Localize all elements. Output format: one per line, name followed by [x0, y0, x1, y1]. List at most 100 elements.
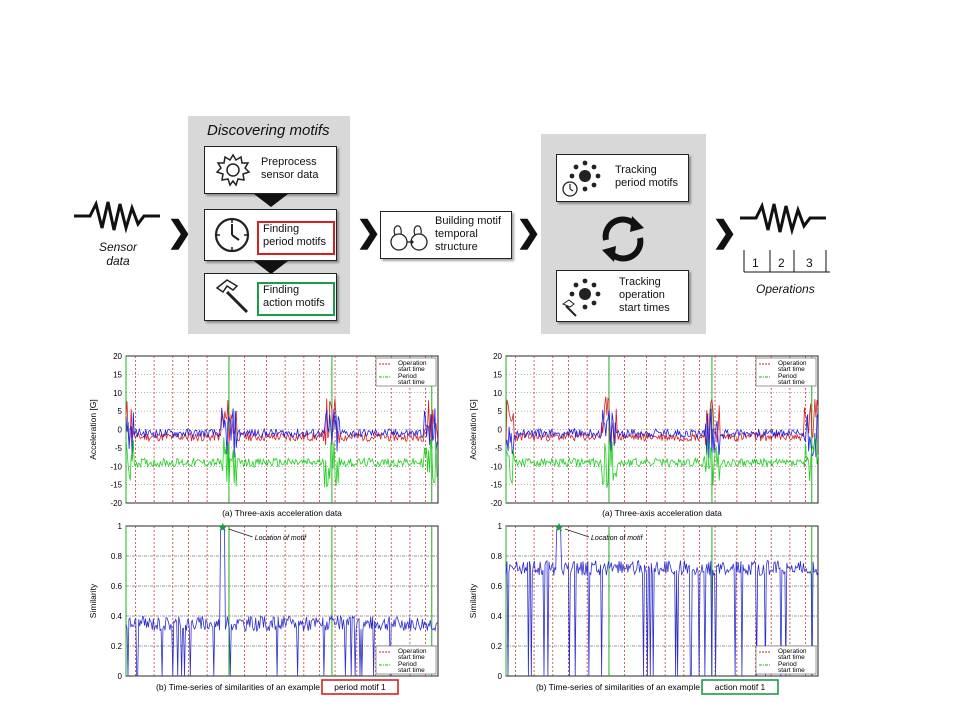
y-tick-label: 0.4 — [111, 612, 123, 621]
legend-label: Period — [778, 373, 797, 380]
motif-star-icon — [218, 523, 228, 532]
similarity-chart-period: 1 0.8 0.6 0.4 0.2 0 Location of motif Operation… — [88, 522, 439, 695]
caption-highlight-label: period motif 1 — [334, 682, 386, 692]
tracking-operation-box: Tracking operation start times — [556, 270, 689, 322]
chart-caption: (a) Three-axis acceleration data — [222, 508, 342, 518]
y-axis-label: Similarity — [88, 583, 98, 618]
legend-label: Operation — [778, 360, 807, 367]
y-tick-label: 0.2 — [111, 642, 123, 651]
period-box: Finding period motifs — [204, 209, 337, 261]
preprocess-line-1: Preprocess — [261, 156, 317, 168]
down-arrow-icon — [254, 194, 288, 207]
legend-label: start time — [778, 379, 805, 386]
caption-highlight-box — [701, 679, 779, 695]
legend-label: start time — [778, 366, 805, 373]
chevron-right-icon: ❯ — [356, 216, 382, 249]
y-tick-label: -10 — [110, 462, 122, 471]
period-highlight-box — [257, 221, 335, 255]
building-line-1: Building motif — [435, 215, 502, 227]
sensor-label-1: Sensor — [98, 240, 138, 254]
y-tick-label: 10 — [493, 389, 502, 398]
acceleration-series-1 — [505, 396, 819, 448]
sensor-signal-icon — [74, 199, 160, 234]
y-tick-label: -15 — [110, 481, 122, 490]
building-line-3: structure — [435, 241, 478, 253]
gear-icon — [215, 153, 251, 187]
y-tick-label: -10 — [490, 462, 502, 471]
period-line-1: Finding — [263, 223, 300, 235]
y-tick-label: 1 — [498, 522, 503, 531]
legend-label: start time — [398, 379, 425, 386]
y-tick-label: 0.8 — [491, 552, 503, 561]
legend-label: Period — [398, 373, 417, 380]
y-tick-label: 0.2 — [491, 642, 503, 651]
legend-label: Operation — [398, 360, 427, 367]
legend-label: Period — [778, 661, 797, 668]
operations-timeline — [743, 250, 830, 273]
motif-star-icon — [554, 523, 564, 532]
annotation-label: Location of motif — [255, 535, 307, 542]
acceleration-series-1 — [125, 398, 439, 446]
clock-icon — [214, 217, 250, 253]
y-tick-label: 0.4 — [491, 612, 503, 621]
y-axis-label: Acceleration [G] — [468, 399, 478, 459]
building-box: Building motif temporal structure — [380, 211, 512, 259]
sensor-label-2: data — [106, 254, 130, 268]
y-tick-label: 5 — [118, 407, 123, 416]
chevron-right-icon: ❯ — [167, 216, 193, 249]
operations-label: Operations — [756, 282, 815, 296]
chart-caption: (a) Three-axis acceleration data — [602, 508, 722, 518]
y-tick-label: 20 — [493, 352, 502, 361]
tracking-period-line-2: period motifs — [615, 177, 678, 189]
tracking-period-box: Tracking period motifs — [556, 154, 689, 202]
chart-caption: (b) Time-series of similarities of an ex… — [536, 682, 700, 692]
operation-number-2: 2 — [778, 256, 785, 270]
legend-label: start time — [398, 654, 425, 661]
operation-number-1: 1 — [752, 256, 759, 270]
period-line-2: period motifs — [263, 236, 326, 248]
y-tick-label: -15 — [490, 481, 502, 490]
y-tick-label: 5 — [498, 407, 503, 416]
acceleration-series-3 — [505, 436, 819, 488]
preprocess-line-2: sensor data — [261, 169, 319, 181]
legend-box — [375, 645, 437, 675]
state-graph-icon — [390, 225, 428, 251]
building-line-2: temporal — [435, 228, 478, 240]
annotation-arrow — [228, 528, 253, 538]
action-line-2: action motifs — [263, 297, 325, 309]
legend-box — [755, 357, 817, 387]
tracking-operation-line-2: operation — [619, 289, 665, 301]
tracking-operation-line-1: Tracking — [619, 276, 661, 288]
output-signal-icon — [740, 201, 826, 236]
caption-highlight-box — [321, 679, 399, 695]
preprocess-box: Preprocess sensor data — [204, 146, 337, 194]
acceleration-series-2 — [125, 407, 439, 459]
similarity-series — [125, 528, 439, 677]
hammer-icon — [215, 279, 249, 314]
refresh-cycle-icon — [602, 216, 644, 262]
y-tick-label: 0.6 — [491, 582, 503, 591]
tracking-cluster-hammer-icon — [561, 278, 601, 317]
y-axis-label: Acceleration [G] — [88, 399, 98, 459]
y-tick-label: 0.8 — [111, 552, 123, 561]
chevron-right-icon: ❯ — [516, 216, 542, 249]
y-tick-label: -5 — [495, 444, 503, 453]
tracking-cluster-clock-icon — [562, 160, 601, 197]
y-tick-label: -20 — [490, 499, 502, 508]
chart-caption: (b) Time-series of similarities of an ex… — [156, 682, 320, 692]
legend-label: Period — [398, 661, 417, 668]
caption-highlight-label: action motif 1 — [715, 682, 766, 692]
legend-label: Operation — [398, 648, 427, 655]
legend-label: start time — [778, 654, 805, 661]
legend-box — [375, 357, 437, 387]
y-tick-label: 20 — [113, 352, 122, 361]
similarity-chart-action: 1 0.8 0.6 0.4 0.2 0 Location of motif Operation… — [468, 522, 819, 695]
acceleration-series-2 — [505, 408, 819, 459]
legend-label: start time — [398, 667, 425, 674]
discovering-motifs-title: Discovering motifs — [207, 122, 330, 139]
